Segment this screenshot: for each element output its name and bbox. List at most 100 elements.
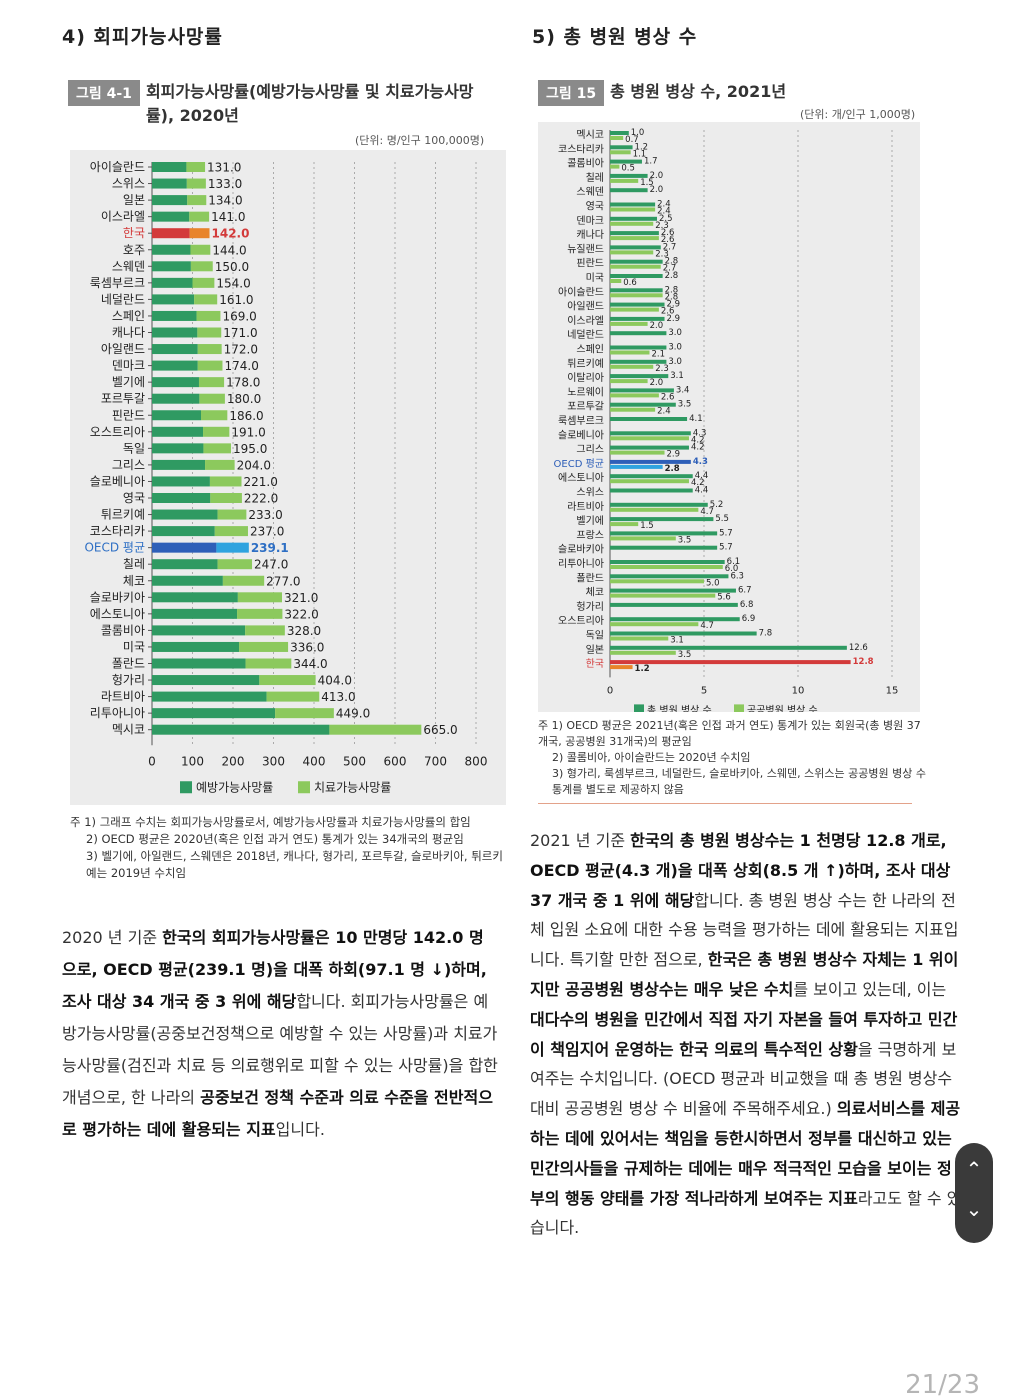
figure-header-15: 그림 15 총 병원 병상 수, 2021년 bbox=[538, 80, 786, 106]
legend-label: 공공병원 병상 수 bbox=[747, 704, 818, 712]
body-emphasis: 대다수의 병원을 민간에서 직접 자기 자본을 들여 투자하고 민간이 책임지어… bbox=[530, 1009, 958, 1059]
category-label: 스위스 bbox=[112, 177, 145, 191]
value-label: 237.0 bbox=[250, 525, 284, 539]
category-label: 벨기에 bbox=[576, 515, 604, 527]
value-label: 665.0 bbox=[423, 723, 457, 737]
bar-prevent bbox=[152, 344, 198, 355]
bar-public bbox=[610, 464, 663, 469]
category-label: 슬로베니아 bbox=[90, 474, 145, 488]
bar-treat bbox=[217, 509, 247, 520]
bar-public bbox=[610, 593, 716, 598]
bar-total bbox=[610, 173, 648, 178]
bar-prevent bbox=[152, 211, 190, 222]
value-label: 413.0 bbox=[321, 690, 355, 704]
bar-prevent bbox=[152, 261, 191, 272]
category-label: 영국 bbox=[586, 201, 604, 213]
bar-treat bbox=[198, 377, 225, 388]
x-tick-label: 10 bbox=[792, 685, 805, 696]
bar-treat bbox=[186, 162, 206, 172]
category-label: OECD 평균 bbox=[554, 458, 604, 470]
figure-title: 총 병원 병상 수, 2021년 bbox=[610, 82, 787, 101]
value-label-total: 6.1 bbox=[727, 557, 741, 567]
bar-prevent bbox=[152, 526, 215, 537]
value-label: 222.0 bbox=[244, 492, 278, 506]
x-tick-label: 300 bbox=[262, 754, 285, 768]
x-tick-label: 800 bbox=[465, 754, 488, 768]
category-label: OECD 평균 bbox=[84, 541, 145, 555]
value-label: 336.0 bbox=[290, 640, 324, 654]
bar-total bbox=[610, 331, 667, 336]
value-label-total: 2.0 bbox=[650, 185, 664, 195]
bar-public bbox=[610, 479, 689, 484]
bar-total bbox=[610, 445, 689, 450]
value-label: 186.0 bbox=[229, 409, 263, 423]
bar-prevent bbox=[152, 294, 195, 305]
bar-total bbox=[610, 145, 633, 150]
value-label-total: 2.4 bbox=[657, 200, 671, 210]
value-label-total: 3.0 bbox=[668, 357, 682, 367]
bar-treat bbox=[329, 724, 422, 735]
bar-public bbox=[610, 565, 723, 569]
category-label: 이탈리아 bbox=[567, 371, 604, 384]
bar-prevent bbox=[152, 641, 240, 652]
category-label: 튀르키예 bbox=[101, 508, 145, 522]
bar-public bbox=[610, 279, 622, 283]
category-label: 네덜란드 bbox=[567, 329, 604, 341]
value-label: 169.0 bbox=[222, 309, 256, 323]
note-2: 2) 콜롬비아, 아이슬란드는 2020년 수치임 bbox=[552, 751, 751, 764]
category-label: 슬로바키아 bbox=[90, 590, 145, 604]
scroll-nav: ⌃ ⌄ bbox=[955, 1143, 993, 1243]
category-label: 에스토니아 bbox=[90, 607, 145, 621]
value-label: 221.0 bbox=[244, 475, 278, 489]
category-label: 포르투갈 bbox=[101, 392, 145, 406]
bar-total bbox=[610, 459, 691, 464]
chevron-down-icon[interactable]: ⌄ bbox=[965, 1197, 983, 1221]
legend-swatch-total bbox=[634, 704, 644, 715]
value-label-total: 12.8 bbox=[853, 657, 874, 667]
bar-public bbox=[610, 236, 659, 241]
category-label: 슬로바키아 bbox=[558, 544, 604, 556]
x-tick-label: 100 bbox=[181, 754, 204, 768]
bar-treat bbox=[275, 708, 334, 719]
bar-treat bbox=[209, 476, 242, 487]
value-label-total: 3.5 bbox=[678, 400, 692, 410]
value-label: 150.0 bbox=[215, 260, 249, 274]
category-label: 덴마크 bbox=[576, 215, 604, 227]
bar-treat bbox=[196, 310, 221, 321]
bar-public bbox=[610, 207, 656, 212]
bar-public bbox=[610, 622, 699, 627]
value-label-total: 2.6 bbox=[661, 228, 675, 238]
page-indicator: 21/23 bbox=[905, 1370, 980, 1400]
bar-public bbox=[610, 579, 704, 584]
bar-treat bbox=[266, 691, 320, 702]
legend-label: 예방가능사망률 bbox=[196, 780, 273, 794]
value-label: 277.0 bbox=[266, 574, 300, 588]
section-title-hospital-beds: 5) 총 병원 병상 수 bbox=[532, 26, 698, 48]
value-label-public: 4.7 bbox=[700, 507, 714, 517]
bar-total bbox=[610, 288, 663, 293]
category-label: 독일 bbox=[586, 630, 604, 642]
category-label: 한국 bbox=[586, 658, 604, 670]
category-label: 폴란드 bbox=[112, 657, 145, 671]
value-label-public: 5.6 bbox=[717, 593, 731, 603]
category-label: 튀르키예 bbox=[567, 358, 604, 370]
body-text: 2020 년 기준 bbox=[62, 928, 163, 947]
category-label: 프랑스 bbox=[576, 529, 604, 541]
bar-total bbox=[610, 202, 656, 207]
category-label: 리투아니아 bbox=[558, 558, 604, 570]
bar-public bbox=[610, 264, 661, 269]
bar-total bbox=[610, 660, 851, 665]
bar-treat bbox=[190, 261, 213, 272]
value-label: 239.1 bbox=[251, 541, 289, 555]
value-label-total: 1.0 bbox=[631, 128, 645, 138]
value-label-public: 2.3 bbox=[655, 249, 669, 259]
bar-prevent bbox=[152, 228, 190, 239]
category-label: 스웨덴 bbox=[112, 259, 145, 273]
bar-total bbox=[610, 131, 629, 135]
value-label-total: 2.9 bbox=[667, 300, 681, 310]
value-label-total: 2.9 bbox=[667, 314, 681, 324]
category-label: 벨기에 bbox=[112, 375, 145, 389]
chevron-up-icon[interactable]: ⌃ bbox=[965, 1157, 983, 1181]
bar-prevent bbox=[152, 195, 188, 206]
bar-treat bbox=[245, 625, 285, 636]
